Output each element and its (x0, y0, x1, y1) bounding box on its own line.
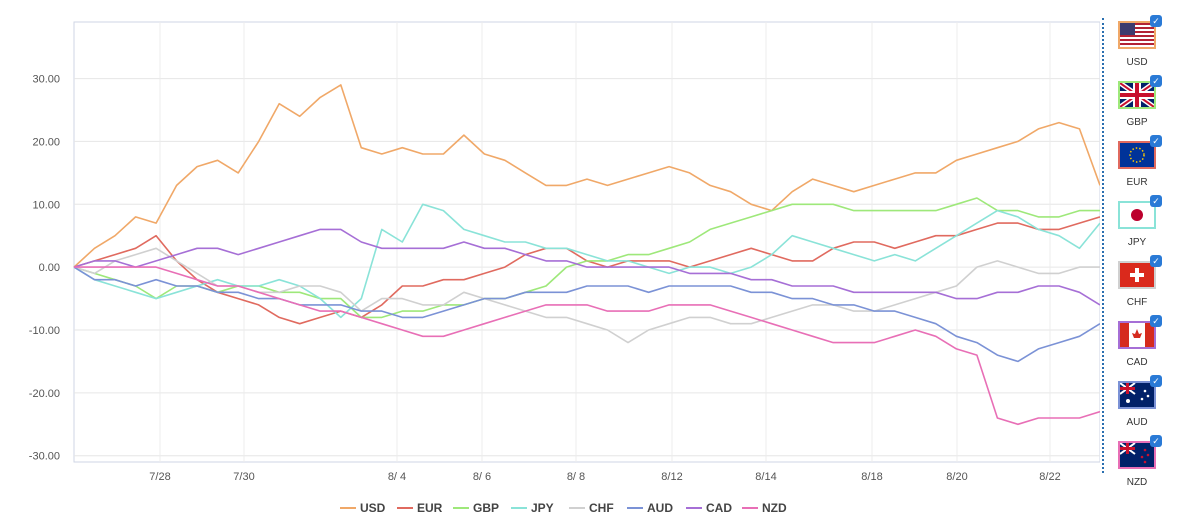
uk-flag-icon (1118, 81, 1156, 109)
y-tick-label: -30.00 (29, 451, 60, 463)
currency-label: GBP (1126, 117, 1148, 128)
currency-toggle-gbp[interactable]: ✓ GBP (1116, 75, 1162, 128)
series-line-gbp (73, 197, 1100, 319)
series-line-aud (73, 266, 1100, 363)
x-tick-label: 8/22 (1039, 471, 1060, 483)
currency-toggle-cad[interactable]: ✓ CAD (1116, 315, 1162, 368)
checkbox-checked-icon[interactable]: ✓ (1150, 435, 1162, 447)
checkbox-checked-icon[interactable]: ✓ (1150, 135, 1162, 147)
currency-toggle-chf[interactable]: ✓ CHF (1116, 255, 1162, 308)
legend-label: GBP (473, 501, 499, 515)
nz-flag-icon (1118, 441, 1156, 469)
plot-frame (73, 21, 1100, 463)
au-flag-icon (1118, 381, 1156, 409)
x-tick-label: 8/ 4 (388, 471, 406, 483)
legend-item-gbp[interactable]: GBP (453, 501, 499, 515)
series-line-jpy (73, 203, 1100, 319)
currency-label: NZD (1126, 477, 1148, 488)
currency-toggle-eur[interactable]: ✓ EUR (1116, 135, 1162, 188)
currency-strength-chart: 30.00 20.00 10.00 0.00 -10.00 -20.00 -30.00 7/… (29, 21, 1100, 515)
ch-flag-icon (1118, 261, 1156, 289)
y-tick-label: -10.00 (29, 325, 60, 337)
legend-label: USD (360, 501, 386, 515)
legend-label: CHF (589, 501, 614, 515)
legend-label: EUR (417, 501, 443, 515)
legend-item-nzd[interactable]: NZD (742, 501, 787, 515)
y-tick-label: 0.00 (39, 262, 60, 274)
currency-label: EUR (1126, 177, 1148, 188)
y-tick-label: 30.00 (32, 74, 60, 86)
series-lines (73, 84, 1100, 426)
legend-item-chf[interactable]: CHF (569, 501, 614, 515)
currency-label: JPY (1127, 237, 1147, 248)
legend-item-cad[interactable]: CAD (686, 501, 732, 515)
series-line-cad (73, 228, 1100, 306)
eu-flag-icon (1118, 141, 1156, 169)
currency-label: CAD (1126, 357, 1148, 368)
legend-label: AUD (647, 501, 673, 515)
checkbox-checked-icon[interactable]: ✓ (1150, 255, 1162, 267)
legend-item-aud[interactable]: AUD (627, 501, 673, 515)
x-tick-label: 7/30 (233, 471, 254, 483)
currency-toggle-aud[interactable]: ✓ AUD (1116, 375, 1162, 428)
x-tick-label: 8/12 (661, 471, 682, 483)
legend-label: CAD (706, 501, 732, 515)
series-line-nzd (74, 266, 1100, 426)
checkbox-checked-icon[interactable]: ✓ (1150, 15, 1162, 27)
series-line-usd (73, 84, 1100, 268)
y-tick-label: 20.00 (32, 136, 60, 148)
currency-toggle-nzd[interactable]: ✓ NZD (1116, 435, 1162, 488)
legend-item-eur[interactable]: EUR (397, 501, 443, 515)
series-line-eur (73, 216, 1100, 325)
x-tick-label: 8/14 (755, 471, 776, 483)
x-tick-label: 8/ 8 (567, 471, 585, 483)
y-tick-label: -20.00 (29, 388, 60, 400)
checkbox-checked-icon[interactable]: ✓ (1150, 195, 1162, 207)
x-tick-label: 8/18 (861, 471, 882, 483)
currency-panel: ✓ USD ✓ GBP ✓ EUR ✓ JPY ✓ CHF ✓ CAD ✓ AUD ✓ NZD (1100, 15, 1178, 488)
panel-separator (1102, 18, 1104, 473)
x-tick-label: 8/ 6 (473, 471, 491, 483)
y-axis-ticks: 30.00 20.00 10.00 0.00 -10.00 -20.00 -30.00 (29, 74, 60, 463)
legend-item-jpy[interactable]: JPY (511, 501, 554, 515)
legend-item-usd[interactable]: USD (340, 501, 386, 515)
jp-flag-icon (1118, 201, 1156, 229)
currency-toggle-usd[interactable]: ✓ USD (1116, 15, 1162, 68)
y-tick-label: 10.00 (32, 199, 60, 211)
checkbox-checked-icon[interactable]: ✓ (1150, 315, 1162, 327)
legend-label: JPY (531, 501, 554, 515)
currency-label: AUD (1126, 417, 1148, 428)
checkbox-checked-icon[interactable]: ✓ (1150, 375, 1162, 387)
currency-toggle-jpy[interactable]: ✓ JPY (1116, 195, 1162, 248)
x-tick-label: 8/20 (946, 471, 967, 483)
legend-label: NZD (762, 501, 787, 515)
checkbox-checked-icon[interactable]: ✓ (1150, 75, 1162, 87)
x-axis-ticks: 7/28 7/30 8/ 4 8/ 6 8/ 8 8/12 8/14 8/18 8/20 8/22 (149, 471, 1060, 483)
us-flag-icon (1118, 21, 1156, 49)
legend[interactable]: USD EUR GBP JPY CHF AUD CAD NZD (340, 501, 787, 515)
currency-label: USD (1126, 57, 1148, 68)
currency-label: CHF (1126, 297, 1148, 308)
ca-flag-icon (1118, 321, 1156, 349)
x-tick-label: 7/28 (149, 471, 170, 483)
